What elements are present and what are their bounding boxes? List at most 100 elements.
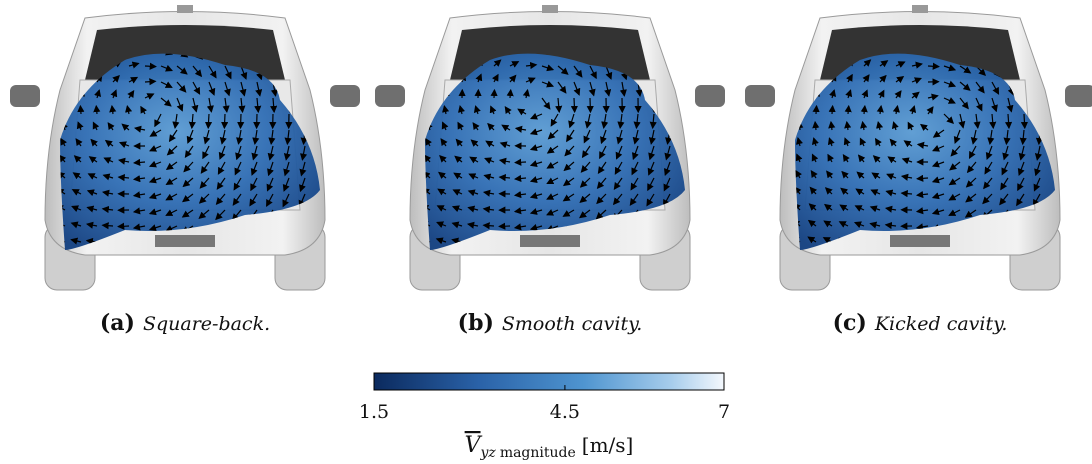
flow-arrow bbox=[188, 113, 196, 130]
flow-arrow bbox=[467, 205, 479, 213]
flow-arrow bbox=[629, 193, 639, 206]
flow-arrow bbox=[250, 177, 258, 192]
flow-arrow bbox=[943, 97, 956, 104]
flow-arrow bbox=[646, 193, 655, 207]
flow-arrow bbox=[485, 140, 495, 148]
flow-arrow bbox=[903, 140, 913, 148]
flow-arrow bbox=[812, 120, 820, 131]
flow-arrow bbox=[860, 104, 868, 115]
flow-arrow bbox=[430, 43, 435, 50]
flow-arrow bbox=[932, 129, 945, 138]
flow-arrow bbox=[71, 205, 82, 213]
flow-arrow bbox=[144, 78, 157, 86]
flow-arrow bbox=[970, 129, 978, 145]
flow-arrow bbox=[843, 137, 851, 147]
flow-arrow bbox=[514, 158, 527, 166]
flow-arrow bbox=[208, 81, 216, 96]
flow-arrow bbox=[619, 81, 627, 97]
flow-arrow bbox=[999, 193, 1009, 206]
flow-arrow bbox=[132, 175, 146, 183]
flow-arrow bbox=[107, 122, 115, 131]
flow-arrow bbox=[613, 177, 623, 190]
flow-arrow bbox=[204, 113, 213, 130]
flow-arrow bbox=[117, 157, 130, 165]
flow-arrow bbox=[144, 62, 157, 70]
subfigure-title: Kicked cavity. bbox=[874, 313, 1008, 335]
colorbar bbox=[373, 372, 725, 391]
flow-arrow bbox=[546, 161, 559, 169]
flow-arrow bbox=[525, 77, 536, 84]
flow-arrow bbox=[968, 145, 977, 159]
flow-arrow bbox=[458, 105, 465, 115]
flow-arrow bbox=[808, 203, 817, 211]
flow-arrow bbox=[183, 161, 194, 173]
flow-arrow bbox=[200, 161, 210, 174]
flow-arrow bbox=[102, 173, 114, 181]
flow-arrow bbox=[1020, 113, 1029, 130]
flow-arrow bbox=[647, 161, 655, 176]
flow-arrow bbox=[541, 97, 551, 110]
flow-arrow bbox=[616, 129, 624, 145]
flow-arrow bbox=[529, 224, 543, 231]
subfigure-caption: (a) Square-back. bbox=[100, 310, 270, 336]
flow-arrow bbox=[70, 221, 82, 229]
flow-arrow bbox=[810, 170, 818, 179]
flow-arrow bbox=[915, 207, 929, 215]
flow-arrow bbox=[872, 155, 881, 163]
flow-arrow bbox=[86, 189, 98, 197]
flow-arrow bbox=[931, 176, 945, 184]
flow-arrow bbox=[198, 209, 210, 220]
flow-arrow bbox=[92, 121, 100, 131]
flow-arrow bbox=[1006, 97, 1014, 113]
flow-arrow bbox=[128, 61, 140, 69]
flow-arrow bbox=[809, 186, 818, 195]
flow-arrow bbox=[943, 113, 955, 124]
flow-arrow bbox=[579, 209, 591, 219]
flow-arrow bbox=[649, 113, 657, 130]
flow-arrow bbox=[299, 161, 307, 177]
flow-arrow bbox=[148, 224, 162, 232]
flow-arrow bbox=[466, 221, 479, 229]
flow-arrow bbox=[65, 44, 71, 50]
flow-arrow bbox=[184, 145, 194, 158]
subfigure-title: Smooth cavity. bbox=[502, 313, 643, 335]
flow-arrow bbox=[284, 129, 292, 146]
flow-arrow bbox=[425, 154, 432, 163]
flow-arrow bbox=[829, 89, 837, 99]
flow-arrow bbox=[133, 158, 146, 166]
flow-arrow bbox=[844, 104, 852, 115]
flow-arrow bbox=[254, 97, 262, 114]
flow-arrow bbox=[943, 80, 957, 88]
flow-arrow bbox=[1000, 177, 1009, 191]
flow-arrow bbox=[943, 64, 957, 72]
flow-arrow bbox=[811, 137, 819, 147]
flow-arrow bbox=[562, 193, 575, 202]
flow-arrow bbox=[859, 137, 867, 147]
flow-arrow bbox=[192, 65, 203, 78]
flow-arrow bbox=[222, 97, 230, 114]
flow-arrow bbox=[90, 138, 98, 147]
flow-arrow bbox=[529, 208, 543, 215]
flow-arrow bbox=[223, 81, 231, 97]
flow-arrow bbox=[989, 113, 997, 130]
flow-arrow bbox=[101, 222, 114, 230]
flow-arrow bbox=[959, 65, 972, 74]
flow-arrow bbox=[235, 145, 243, 161]
subfigure-tag: (c) bbox=[833, 310, 867, 336]
flow-arrow bbox=[563, 161, 575, 172]
flow-arrow bbox=[631, 145, 639, 161]
flow-arrow bbox=[255, 81, 263, 97]
flow-arrow bbox=[991, 81, 1000, 95]
flow-arrow bbox=[238, 97, 246, 114]
flow-arrow bbox=[546, 193, 559, 200]
flow-arrow bbox=[504, 106, 512, 115]
flow-arrow bbox=[570, 97, 578, 114]
flow-arrow bbox=[1018, 145, 1026, 161]
flow-arrow bbox=[663, 177, 671, 192]
flow-arrow bbox=[874, 137, 882, 147]
subfigure-tag: (b) bbox=[458, 310, 494, 336]
flow-arrow bbox=[192, 81, 201, 95]
flow-arrow bbox=[895, 75, 905, 84]
flow-arrow bbox=[566, 129, 575, 143]
flow-arrow bbox=[439, 154, 447, 163]
